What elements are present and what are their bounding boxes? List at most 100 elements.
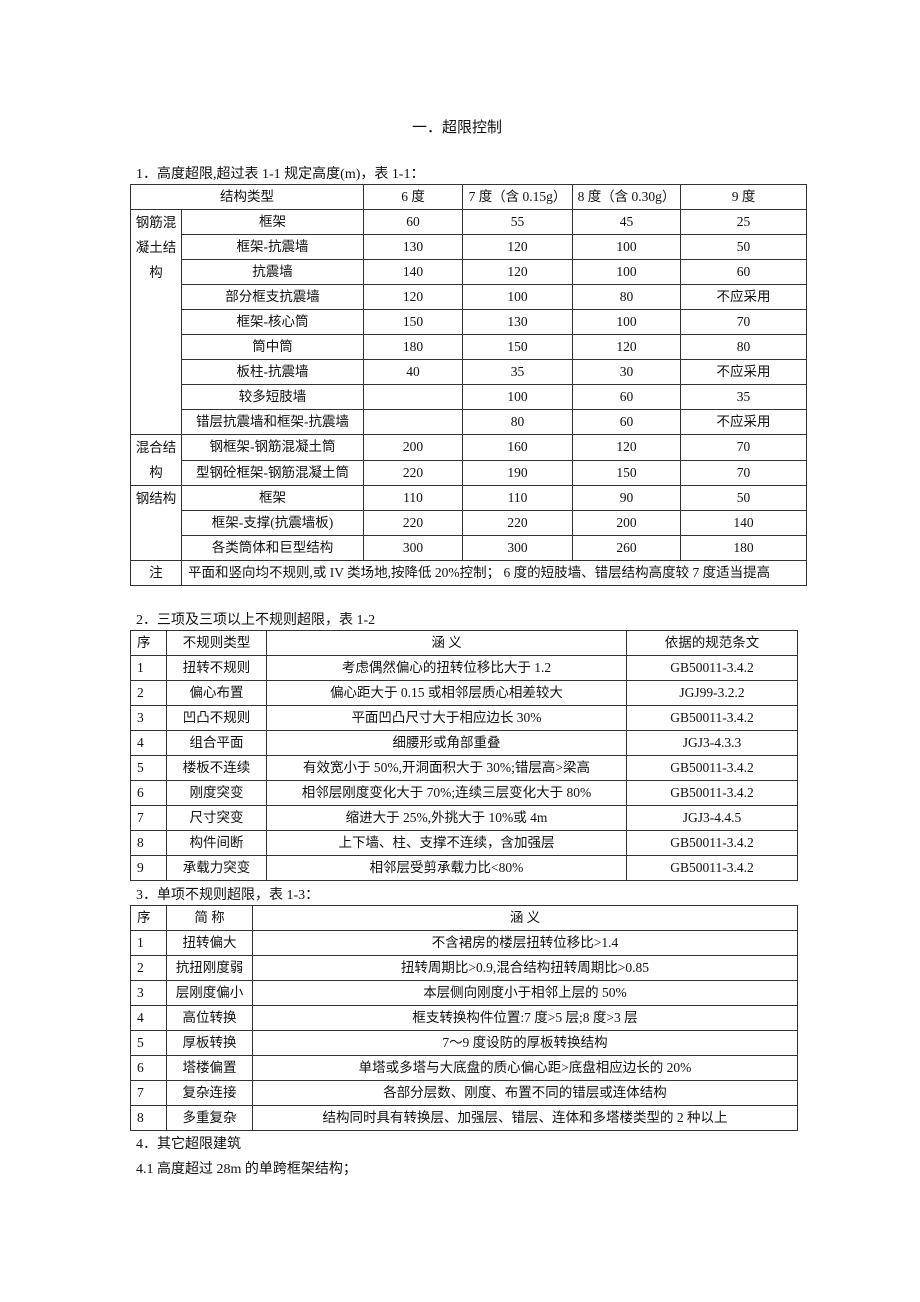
- table-row: 6 塔楼偏置 单塔或多塔与大底盘的质心偏心距>底盘相应边长的 20%: [130, 1055, 798, 1081]
- table-cell: 复杂连接: [166, 1080, 253, 1106]
- table-cell: 4: [130, 730, 167, 756]
- table-row: 4 组合平面 细腰形或角部重叠 JGJ3-4.3.3: [130, 730, 798, 756]
- table-cell: GB50011-3.4.2: [626, 755, 798, 781]
- height-cell: 120: [462, 259, 573, 285]
- table-cell: 3: [130, 705, 167, 731]
- height-cell: 40: [363, 359, 463, 385]
- table-cell: GB50011-3.4.2: [626, 705, 798, 731]
- table-row: 框架-支撑(抗震墙板) 220 220 200 140: [131, 510, 807, 536]
- structure-type-cell: 错层抗震墙和框架-抗震墙: [181, 409, 364, 435]
- height-cell: 50: [680, 485, 807, 511]
- page-title: 一．超限控制: [412, 120, 503, 136]
- height-cell: 130: [363, 234, 463, 260]
- height-cell: 110: [462, 485, 573, 511]
- height-cell: 不应采用: [680, 359, 807, 385]
- structure-type-cell: 型钢砼框架-钢筋混凝土筒: [181, 459, 364, 486]
- table-row: 4 高位转换 框支转换构件位置:7 度>5 层;8 度>3 层: [130, 1005, 798, 1031]
- height-cell: 60: [363, 209, 463, 235]
- header-cell: 涵 义: [266, 630, 627, 656]
- table-row: 8 多重复杂 结构同时具有转换层、加强层、错层、连体和多塔楼类型的 2 种以上: [130, 1105, 798, 1131]
- table-cell: 2: [130, 680, 167, 706]
- table-row: 框架-核心筒 150 130 100 70: [131, 309, 807, 335]
- structure-type-cell: 较多短肢墙: [181, 384, 364, 410]
- table-cell: 有效宽小于 50%,开洞面积大于 30%;错层高>梁高: [266, 755, 627, 781]
- height-cell: 150: [462, 334, 573, 360]
- height-cell: 200: [363, 434, 463, 461]
- table-cell: 缩进大于 25%,外挑大于 10%或 4m: [266, 805, 627, 831]
- table-row: 板柱-抗震墙 40 35 30 不应采用: [131, 359, 807, 385]
- table-row: 型钢砼框架-钢筋混凝土筒 220 190 150 70: [131, 459, 807, 486]
- structure-type-cell: 各类筒体和巨型结构: [181, 535, 364, 561]
- table-row: 抗震墙 140 120 100 60: [131, 259, 807, 285]
- height-cell: 50: [680, 234, 807, 260]
- table-row: 1 扭转不规则 考虑偶然偏心的扭转位移比大于 1.2 GB50011-3.4.2: [130, 655, 798, 681]
- note-label: 注: [130, 560, 182, 586]
- table-row: 筒中筒 180 150 120 80: [131, 334, 807, 360]
- height-cell: 130: [462, 309, 573, 335]
- height-cell: 60: [572, 409, 681, 435]
- table-cell: JGJ3-4.4.5: [626, 805, 798, 831]
- height-cell: 120: [462, 234, 573, 260]
- header-cell: 7 度（含 0.15g）: [462, 184, 573, 210]
- table-row: 9 承载力突变 相邻层受剪承载力比<80% GB50011-3.4.2: [130, 855, 798, 881]
- table-cell: 高位转换: [166, 1005, 253, 1031]
- table-row: 5 楼板不连续 有效宽小于 50%,开洞面积大于 30%;错层高>梁高 GB50011…: [130, 755, 798, 781]
- table-cell: 8: [130, 1105, 167, 1131]
- structure-type-cell: 框架-支撑(抗震墙板): [181, 510, 364, 536]
- header-cell: 依据的规范条文: [626, 630, 798, 656]
- table-cell: 扭转周期比>0.9,混合结构扭转周期比>0.85: [252, 955, 798, 981]
- header-cell: 6 度: [363, 184, 463, 210]
- height-cell: 60: [680, 259, 807, 285]
- table-cell: 6: [130, 780, 167, 806]
- table-cell: 层刚度偏小: [166, 980, 253, 1006]
- table-cell: 多重复杂: [166, 1105, 253, 1131]
- structure-type-cell: 抗震墙: [181, 259, 364, 285]
- table-row: 5 厚板转换 7～9 度设防的厚板转换结构: [130, 1030, 798, 1056]
- table-cell: 偏心布置: [166, 680, 267, 706]
- table-cell: 单塔或多塔与大底盘的质心偏心距>底盘相应边长的 20%: [252, 1055, 798, 1081]
- header-row: 序简 称涵 义: [130, 905, 798, 931]
- height-cell: 不应采用: [680, 409, 807, 435]
- table-cell: 刚度突变: [166, 780, 267, 806]
- table-cell: 2: [130, 955, 167, 981]
- height-cell: 150: [572, 459, 681, 486]
- note-text: 平面和竖向均不规则,或 IV 类场地,按降低 20%控制； 6 度的短肢墙、错层…: [181, 560, 807, 586]
- height-cell: 120: [363, 284, 463, 310]
- header-cell: 8 度（含 0.30g）: [572, 184, 681, 210]
- height-cell: 300: [363, 535, 463, 561]
- table-row: 6 刚度突变 相邻层刚度变化大于 70%;连续三层变化大于 80% GB50011-3…: [130, 780, 798, 806]
- table-cell: 凹凸不规则: [166, 705, 267, 731]
- table-cell: GB50011-3.4.2: [626, 855, 798, 881]
- height-cell: 70: [680, 434, 807, 461]
- table-cell: GB50011-3.4.2: [626, 655, 798, 681]
- height-cell: 70: [680, 309, 807, 335]
- table-row: 部分框支抗震墙 120 100 80 不应采用: [131, 284, 807, 310]
- table-cell: 各部分层数、刚度、布置不同的错层或连体结构: [252, 1080, 798, 1106]
- height-cell: 200: [572, 510, 681, 536]
- height-cell: 55: [462, 209, 573, 235]
- table-cell: 8: [130, 830, 167, 856]
- height-cell: 70: [680, 459, 807, 486]
- height-cell: 220: [363, 510, 463, 536]
- table-cell: 5: [130, 755, 167, 781]
- height-cell: 110: [363, 485, 463, 511]
- table-row: 7 复杂连接 各部分层数、刚度、布置不同的错层或连体结构: [130, 1080, 798, 1106]
- table-cell: 上下墙、柱、支撑不连续，含加强层: [266, 830, 627, 856]
- height-cell: [363, 409, 463, 435]
- height-cell: 80: [680, 334, 807, 360]
- height-cell: 260: [572, 535, 681, 561]
- group-label: 钢筋混凝土结构: [130, 209, 182, 435]
- irregularity-table: 序不规则类型涵 义依据的规范条文 1 扭转不规则 考虑偶然偏心的扭转位移比大于 1.2…: [130, 630, 798, 881]
- structure-type-cell: 框架: [181, 209, 364, 235]
- table-row: 3 凹凸不规则 平面凹凸尺寸大于相应边长 30% GB50011-3.4.2: [130, 705, 798, 731]
- height-cell: 220: [363, 459, 463, 486]
- height-cell: 100: [462, 284, 573, 310]
- table-cell: 相邻层受剪承载力比<80%: [266, 855, 627, 881]
- structure-type-cell: 筒中筒: [181, 334, 364, 360]
- table-cell: 承载力突变: [166, 855, 267, 881]
- height-cell: 30: [572, 359, 681, 385]
- table-cell: GB50011-3.4.2: [626, 780, 798, 806]
- header-cell: 结构类型: [130, 184, 364, 210]
- table-cell: 考虑偶然偏心的扭转位移比大于 1.2: [266, 655, 627, 681]
